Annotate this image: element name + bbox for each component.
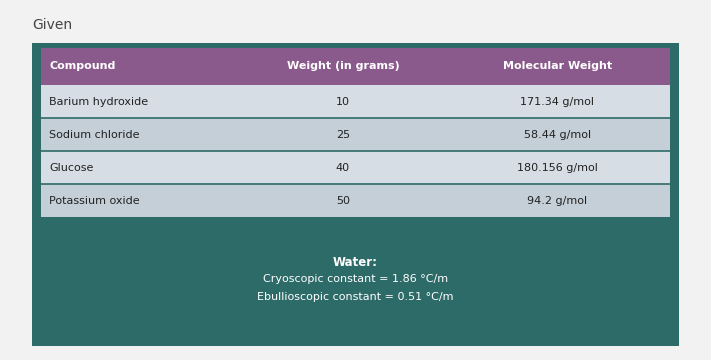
- Text: Weight (in grams): Weight (in grams): [287, 61, 400, 71]
- Text: 10: 10: [336, 96, 350, 107]
- Bar: [242, 184, 444, 217]
- Bar: [444, 48, 670, 85]
- Bar: [444, 85, 670, 118]
- Text: Potassium oxide: Potassium oxide: [49, 196, 139, 206]
- Bar: [242, 151, 444, 184]
- Bar: [41, 184, 242, 217]
- Text: 25: 25: [336, 130, 350, 140]
- Text: Compound: Compound: [49, 61, 115, 71]
- Text: 40: 40: [336, 163, 350, 173]
- Text: 50: 50: [336, 196, 350, 206]
- Text: 180.156 g/mol: 180.156 g/mol: [517, 163, 597, 173]
- Bar: [444, 118, 670, 151]
- Text: 94.2 g/mol: 94.2 g/mol: [527, 196, 587, 206]
- Text: Glucose: Glucose: [49, 163, 93, 173]
- Bar: [444, 184, 670, 217]
- Text: 58.44 g/mol: 58.44 g/mol: [523, 130, 591, 140]
- Text: Cryoscopic constant = 1.86 °C/m: Cryoscopic constant = 1.86 °C/m: [263, 274, 448, 284]
- Text: Molecular Weight: Molecular Weight: [503, 61, 611, 71]
- Bar: [41, 118, 242, 151]
- Text: Given: Given: [32, 18, 72, 32]
- Bar: [41, 151, 242, 184]
- Text: Sodium chloride: Sodium chloride: [49, 130, 139, 140]
- Bar: [242, 85, 444, 118]
- Bar: [242, 48, 444, 85]
- Bar: [444, 151, 670, 184]
- Bar: [41, 48, 242, 85]
- Text: Barium hydroxide: Barium hydroxide: [49, 96, 148, 107]
- Bar: [41, 85, 242, 118]
- Bar: [32, 43, 679, 346]
- Text: Ebullioscopic constant = 0.51 °C/m: Ebullioscopic constant = 0.51 °C/m: [257, 292, 454, 302]
- Bar: [242, 118, 444, 151]
- Text: Water:: Water:: [333, 256, 378, 269]
- Text: 171.34 g/mol: 171.34 g/mol: [520, 96, 594, 107]
